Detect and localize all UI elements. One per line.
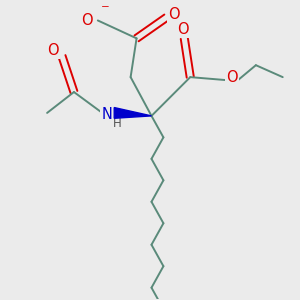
Text: H: H	[113, 117, 122, 130]
Polygon shape	[114, 107, 152, 118]
Text: O: O	[82, 13, 93, 28]
Text: O: O	[226, 70, 238, 85]
Text: −: −	[101, 2, 110, 12]
Text: O: O	[168, 7, 180, 22]
Text: O: O	[177, 22, 189, 37]
Text: N: N	[101, 107, 112, 122]
Text: O: O	[47, 43, 59, 58]
